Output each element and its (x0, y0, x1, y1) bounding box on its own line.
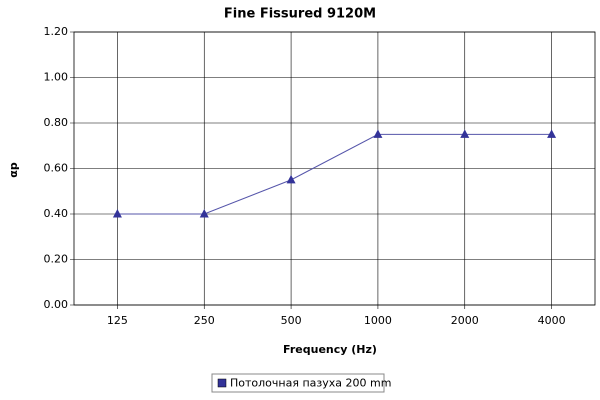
y-tick-label: 0.40 (44, 207, 69, 220)
x-tick-label: 500 (281, 314, 302, 327)
x-axis-label: Frequency (Hz) (283, 343, 377, 356)
y-tick-label: 1.00 (44, 71, 69, 84)
y-axis-label: αp (7, 162, 20, 178)
y-tick-label: 0.20 (44, 253, 69, 266)
data-point (199, 209, 209, 218)
data-line (117, 133, 552, 215)
y-tick-label: 0.60 (44, 162, 69, 175)
y-tick-label: 1.20 (44, 25, 69, 38)
data-point (373, 129, 383, 138)
data-point (547, 129, 557, 138)
x-tick-label: 2000 (451, 314, 479, 327)
x-tick-label: 1000 (364, 314, 392, 327)
legend-box (211, 373, 385, 393)
x-tick-label: 250 (194, 314, 215, 327)
chart-title: Fine Fissured 9120M (224, 7, 376, 22)
legend-label: Потолочная пазуха 200 mm (230, 377, 391, 390)
legend-swatch (217, 378, 227, 388)
data-point (460, 129, 470, 138)
x-tick-label: 125 (107, 314, 128, 327)
data-point (112, 209, 122, 218)
x-tick-label: 4000 (538, 314, 566, 327)
data-point (286, 174, 296, 184)
y-tick-label: 0.00 (44, 298, 69, 311)
legend: Потолочная пазуха 200 mm (211, 373, 391, 393)
y-tick-label: 0.80 (44, 116, 69, 129)
